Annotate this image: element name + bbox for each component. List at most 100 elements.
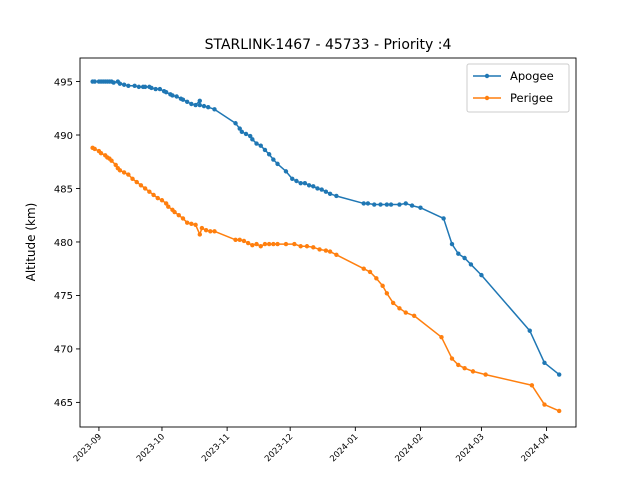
data-point-apogee [197,102,202,108]
data-point-apogee [311,184,316,189]
data-point-perigee [266,241,272,247]
data-point-apogee [201,103,207,109]
data-point-apogee [556,372,562,377]
data-point-apogee [237,126,242,131]
data-point-perigee [334,252,339,257]
y-tick-label: 475 [54,291,73,302]
data-point-apogee [384,202,390,207]
data-point-apogee [315,186,320,191]
y-tick-label: 480 [54,238,73,249]
y-tick-label: 470 [54,345,73,356]
data-point-perigee [241,238,247,244]
data-point-perigee [483,372,488,377]
x-axis: 2023-09 2023-10 2023-11 2023-12 2024-01 2024-… [72,427,552,464]
data-point-perigee [390,300,396,306]
legend-marker-apogee [484,73,490,79]
y-tick-label: 465 [54,398,73,409]
data-point-perigee [117,168,123,173]
data-point-perigee [245,240,251,246]
plot-frame [79,57,577,428]
data-point-apogee [290,176,295,182]
data-point-perigee [462,365,467,371]
data-point-perigee [197,232,202,237]
x-tick-label: 2024-03 [454,432,486,464]
data-point-apogee [275,161,280,167]
data-point-apogee [397,202,402,207]
data-point-perigee [163,201,169,206]
data-point-apogee [409,203,415,208]
data-point-apogee [258,143,263,148]
x-tick-label: 2023-12 [263,432,295,464]
data-point-apogee [206,105,211,110]
data-point-perigee [384,291,390,296]
legend: Apogee Perigee [466,63,570,113]
y-tick-label: 485 [54,184,73,195]
data-point-apogee [136,84,142,90]
legend-marker-perigee [484,95,490,101]
data-point-apogee [111,80,116,85]
data-point-perigee [292,241,297,247]
data-point-perigee [298,244,303,249]
data-point-apogee [157,86,163,92]
data-point-apogee [294,178,299,184]
data-point-apogee [479,272,484,278]
data-point-perigee [166,204,171,209]
data-point-apogee [449,241,455,247]
data-point-perigee [317,247,322,252]
data-point-apogee [468,262,474,267]
data-point-perigee [283,241,289,247]
y-axis: 465 470 475 480 485 490 495 [54,77,80,409]
data-point-perigee [138,183,144,188]
data-point-perigee [130,176,135,182]
data-point-apogee [149,85,154,91]
data-point-perigee [456,362,461,368]
data-point-apogee [365,201,371,206]
data-point-apogee [239,129,245,134]
data-point-perigee [113,162,118,168]
data-point-apogee [189,101,194,107]
data-point-perigee [254,241,259,247]
data-point-apogee [243,131,249,137]
data-point-apogee [372,202,377,207]
data-point-apogee [153,86,158,92]
data-point-perigee [176,213,181,218]
data-point-perigee [155,195,160,201]
data-point-apogee [319,187,324,192]
data-point-perigee [151,192,156,198]
data-point-perigee [275,241,280,247]
data-point-apogee [212,107,217,112]
data-point-perigee [98,150,104,156]
legend-label-perigee: Perigee [510,91,553,105]
series-line-perigee [92,147,560,412]
data-point-apogee [197,98,202,103]
data-point-apogee [334,193,339,199]
data-point-perigee [449,356,455,361]
data-point-perigee [233,237,238,243]
data-point-perigee [237,237,242,243]
data-point-perigee [172,209,177,215]
data-point-perigee [109,158,114,163]
data-point-perigee [271,241,276,247]
x-tick-label: 2024-04 [520,432,552,464]
data-point-apogee [180,97,186,102]
x-tick-label: 2023-09 [72,432,104,464]
data-point-perigee [323,248,329,253]
data-point-apogee [323,189,329,194]
x-tick-label: 2023-11 [200,432,232,464]
data-point-perigee [159,198,165,203]
data-point-apogee [248,133,253,139]
data-point-apogee [378,202,383,207]
data-point-apogee [271,157,276,162]
data-point-perigee [311,245,316,250]
data-point-apogee [193,102,198,108]
data-point-apogee [462,255,467,261]
data-point-apogee [283,169,289,174]
x-tick-label: 2024-02 [393,432,425,464]
data-point-perigee [380,283,385,289]
data-point-apogee [121,82,127,87]
data-point-perigee [556,408,562,414]
y-tick-label: 495 [54,77,73,88]
data-point-perigee [470,369,476,374]
data-point-perigee [92,146,97,152]
